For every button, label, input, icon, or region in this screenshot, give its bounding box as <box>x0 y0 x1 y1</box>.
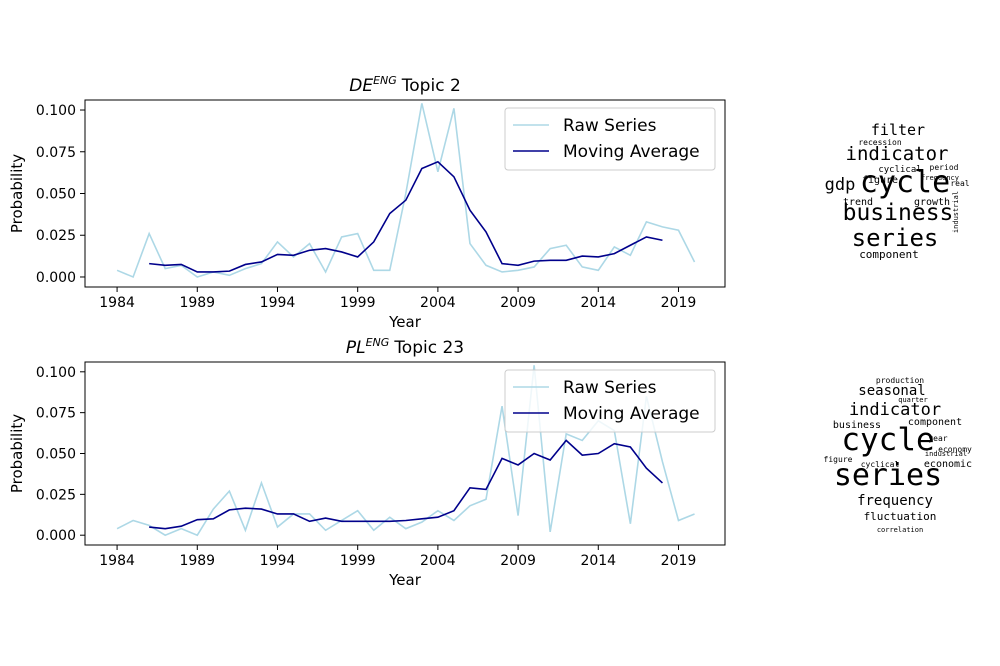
x-axis-label: Year <box>388 313 422 331</box>
cloud-word: growth <box>914 197 950 208</box>
cloud-word: series <box>834 458 942 493</box>
cloud-word: production <box>876 376 924 385</box>
cloud-word: cycle <box>841 422 934 458</box>
cloud-word: economy <box>938 445 972 454</box>
x-tick-label: 1994 <box>260 553 296 569</box>
cloud-word: frequency <box>857 493 933 509</box>
cloud-word: indicator <box>849 400 941 420</box>
y-tick-label: 0.050 <box>36 447 76 463</box>
cloud-word: industrial <box>925 450 967 458</box>
cloud-word: figure <box>824 455 853 464</box>
y-axis-label: Probability <box>8 154 26 233</box>
x-tick-label: 2009 <box>500 295 536 311</box>
x-tick-label: 2019 <box>661 295 697 311</box>
cloud-word: gdp <box>825 175 856 195</box>
cloud-word: indicator <box>846 143 949 165</box>
y-tick-label: 0.075 <box>36 145 76 161</box>
chart: PLENG Topic 23 0.000 0.025 0.050 0.075 0.100 19… <box>8 336 726 589</box>
cloud-word: filter <box>871 121 925 139</box>
cloud-word: period <box>930 163 959 172</box>
legend-label: Moving Average <box>563 142 700 162</box>
cloud-word: component <box>908 417 962 428</box>
y-tick-label: 0.100 <box>36 103 76 119</box>
title-superscript: ENG <box>373 74 397 87</box>
y-tick-label: 0.000 <box>36 528 76 544</box>
x-tick-label: 2004 <box>420 553 456 569</box>
y-tick-label: 0.025 <box>36 487 76 503</box>
cloud-word: series <box>852 224 939 252</box>
cloud-word: business <box>833 420 881 431</box>
chart: DEENG Topic 2 0.000 0.025 0.050 0.075 0.100 198… <box>8 74 726 331</box>
cloud-word: component <box>859 248 919 261</box>
cloud-word: figure <box>862 175 898 186</box>
legend-label: Raw Series <box>563 378 657 398</box>
x-axis-label: Year <box>388 571 422 589</box>
cloud-word: cyclical <box>878 165 921 175</box>
plot-frame <box>84 361 726 546</box>
title-rest: Topic 2 <box>401 76 461 96</box>
legend: Raw Series Moving Average <box>504 369 716 433</box>
x-tick-label: 1999 <box>340 553 376 569</box>
chart-title: PLENG Topic 23 <box>346 336 464 358</box>
legend-box <box>504 369 716 433</box>
x-tick-label: 2014 <box>580 553 616 569</box>
cloud-word: cyclical <box>861 460 900 469</box>
y-axis-label: Probability <box>8 414 26 493</box>
cloud-word: economic <box>924 459 972 470</box>
y-tick-label: 0.100 <box>36 365 76 381</box>
legend-label: Moving Average <box>563 404 700 424</box>
x-tick-label: 1994 <box>260 295 296 311</box>
x-tick-label: 1984 <box>99 295 135 311</box>
data-line <box>149 439 663 530</box>
cloud-word: year <box>928 434 947 443</box>
legend-label: Raw Series <box>563 116 657 136</box>
y-tick-label: 0.075 <box>36 406 76 422</box>
title-main: DE <box>349 76 373 96</box>
cloud-word: frequency <box>921 174 959 182</box>
y-tick-label: 0.025 <box>36 228 76 244</box>
cloud-word: quarter <box>898 396 928 404</box>
cloud-word: business <box>843 200 954 226</box>
plot-frame <box>84 99 726 288</box>
cloud-word: cycle <box>860 165 950 200</box>
x-tick-label: 1989 <box>179 553 215 569</box>
x-tick-label: 2009 <box>500 553 536 569</box>
title-rest: Topic 23 <box>393 338 464 358</box>
title-main: PL <box>346 338 366 358</box>
chart-title: DEENG Topic 2 <box>349 74 461 96</box>
x-tick-label: 2004 <box>420 295 456 311</box>
x-tick-label: 1999 <box>340 295 376 311</box>
title-superscript: ENG <box>366 336 390 349</box>
x-tick-label: 2019 <box>661 553 697 569</box>
cloud-word: seasonal <box>858 383 925 399</box>
legend: Raw Series Moving Average <box>504 107 716 171</box>
y-tick-label: 0.000 <box>36 270 76 286</box>
cloud-word: real <box>950 179 969 188</box>
data-line <box>149 160 663 273</box>
x-tick-label: 1984 <box>99 553 135 569</box>
y-tick-label: 0.050 <box>36 187 76 203</box>
x-tick-label: 1989 <box>179 295 215 311</box>
legend-box <box>504 107 716 171</box>
cloud-word: trend <box>843 197 873 208</box>
cloud-word: fluctuation <box>864 510 937 523</box>
cloud-word: recession <box>858 138 902 147</box>
x-tick-label: 2014 <box>580 295 616 311</box>
cloud-word: correlation <box>877 526 923 534</box>
cloud-word: industrial <box>952 191 960 233</box>
